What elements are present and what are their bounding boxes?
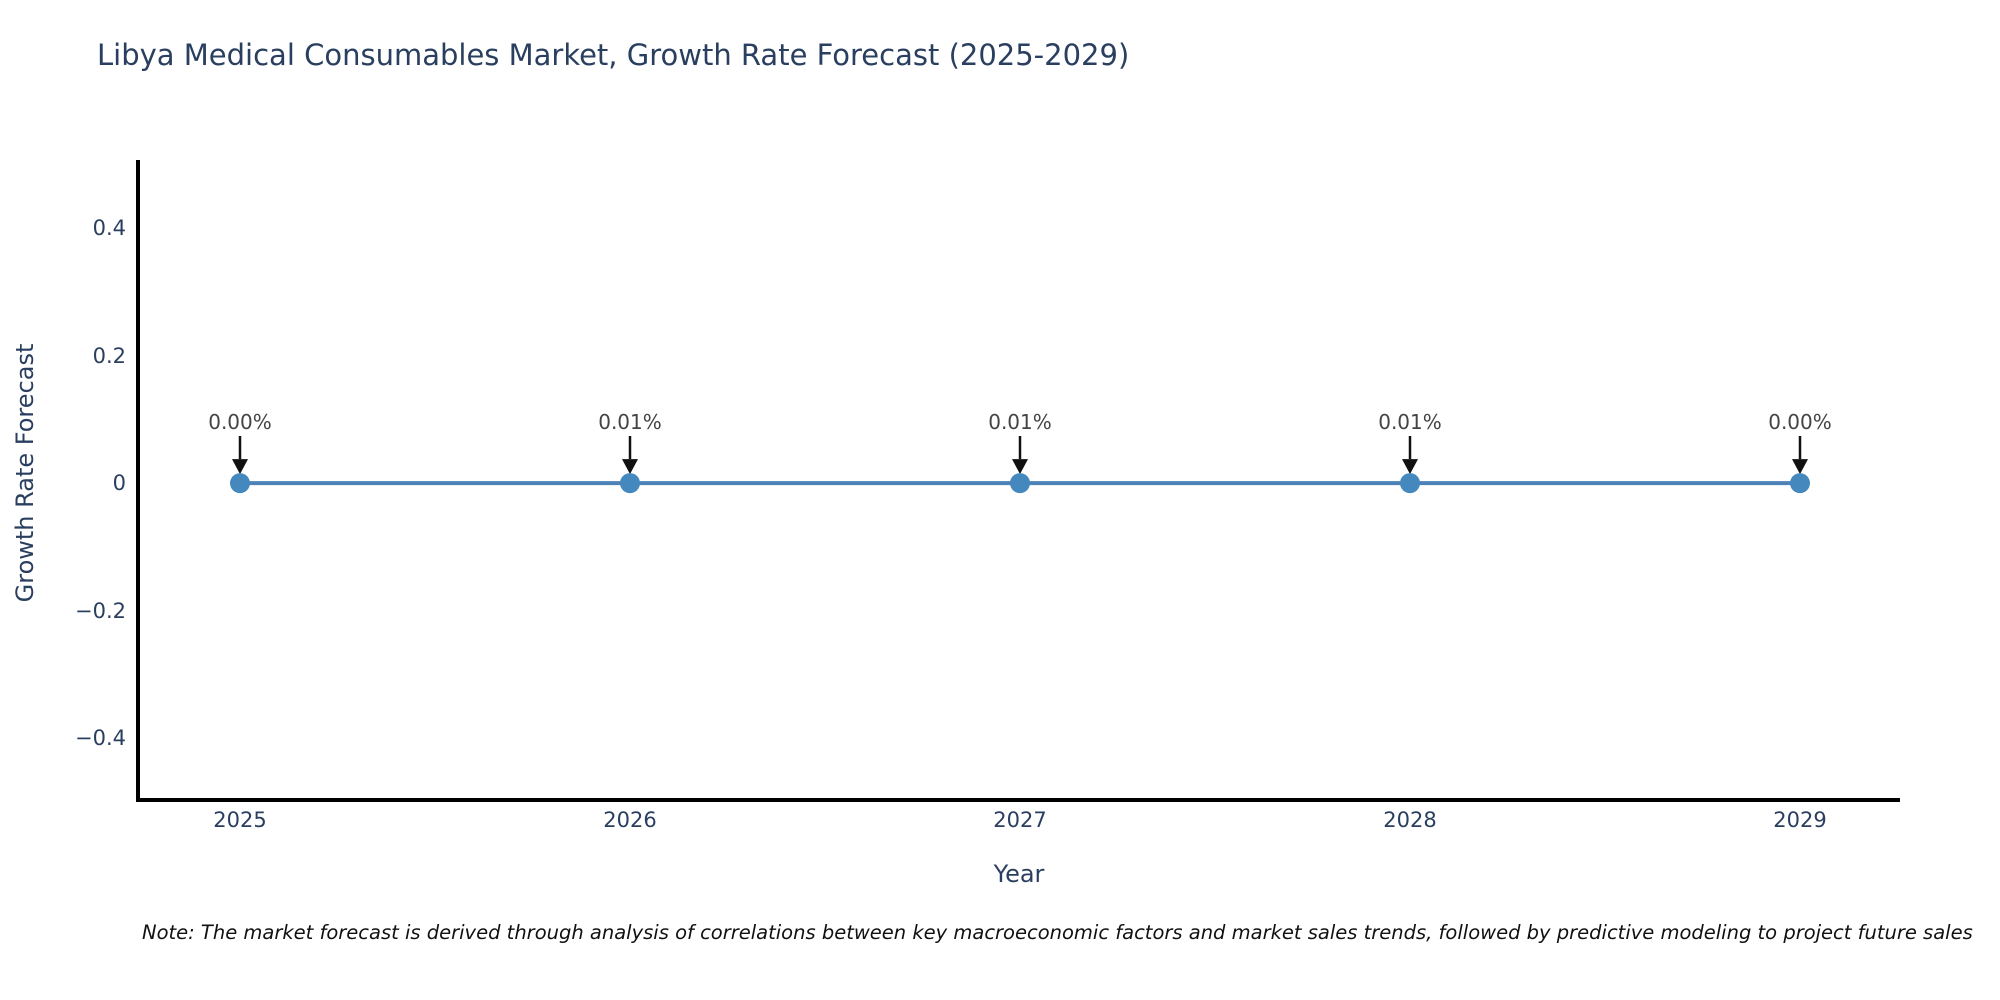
- x-tick-label: 2029: [1773, 808, 1827, 832]
- x-tick-label: 2026: [603, 808, 657, 832]
- y-tick-label: 0.4: [92, 216, 126, 241]
- data-point-marker: [1790, 473, 1810, 494]
- annotation-arrow-head: [1402, 459, 1418, 475]
- data-point-label: 0.00%: [1768, 410, 1832, 434]
- x-axis-title: Year: [993, 860, 1045, 888]
- annotation-arrow-head: [1792, 459, 1808, 475]
- x-tick-label: 2027: [993, 808, 1047, 832]
- chart-title: Libya Medical Consumables Market, Growth…: [97, 38, 1130, 72]
- data-point-marker: [1010, 473, 1030, 494]
- data-point-marker: [1400, 473, 1420, 494]
- y-tick-label: −0.4: [75, 726, 126, 751]
- y-tick-label: −0.2: [75, 598, 126, 623]
- y-tick-label: 0.2: [92, 343, 126, 368]
- footnote: Note: The market forecast is derived thr…: [142, 921, 1973, 944]
- data-point-label: 0.01%: [598, 410, 662, 434]
- y-axis-title: Growth Rate Forecast: [11, 343, 39, 603]
- data-point-label: 0.01%: [988, 410, 1052, 434]
- annotation-arrow-head: [622, 459, 638, 475]
- data-point-marker: [620, 473, 640, 494]
- data-point-marker: [230, 473, 250, 494]
- x-tick-label: 2028: [1383, 808, 1437, 832]
- x-tick-label: 2025: [213, 808, 267, 832]
- axis-lines: [136, 160, 1900, 802]
- data-point-label: 0.00%: [208, 410, 272, 434]
- y-tick-label: 0: [112, 471, 126, 496]
- annotation-arrow-head: [232, 459, 248, 475]
- annotation-arrow-head: [1012, 459, 1028, 475]
- data-point-label: 0.01%: [1378, 410, 1442, 434]
